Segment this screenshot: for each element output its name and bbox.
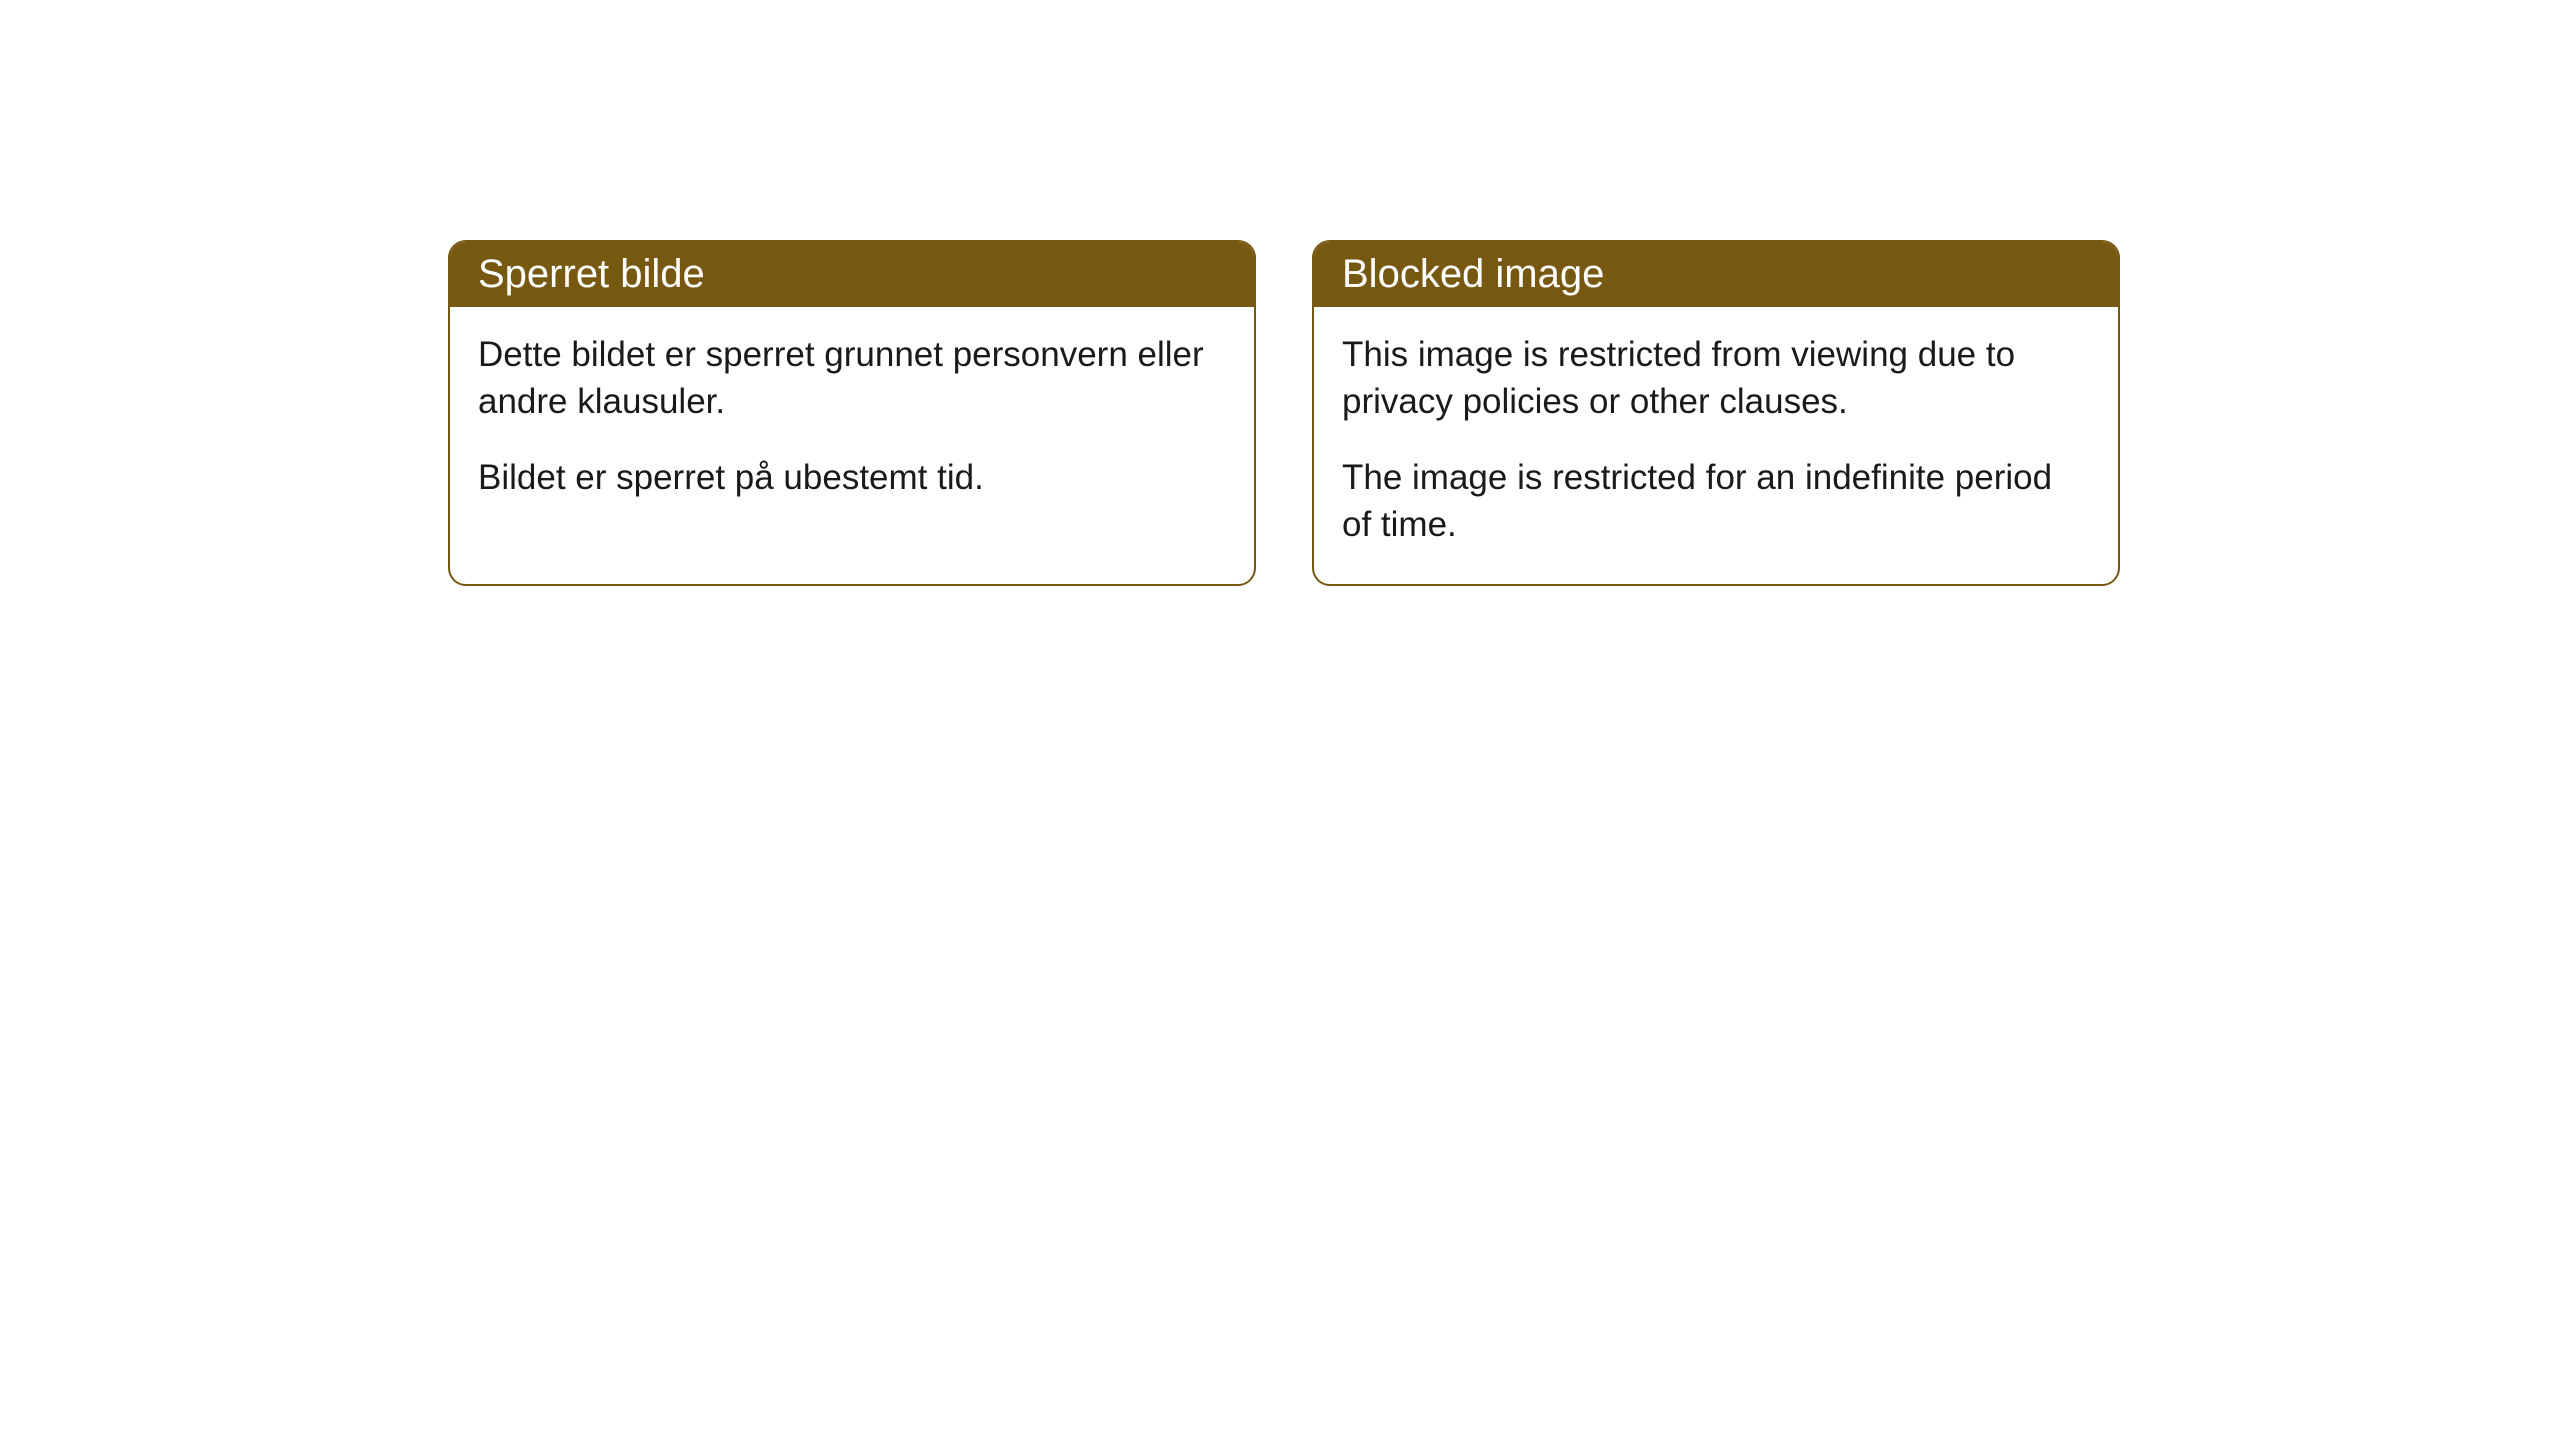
card-paragraph: The image is restricted for an indefinit…: [1342, 454, 2090, 549]
card-paragraph: This image is restricted from viewing du…: [1342, 331, 2090, 426]
card-body-english: This image is restricted from viewing du…: [1314, 307, 2118, 584]
card-paragraph: Bildet er sperret på ubestemt tid.: [478, 454, 1226, 501]
card-body-norwegian: Dette bildet er sperret grunnet personve…: [450, 307, 1254, 537]
card-header-english: Blocked image: [1314, 242, 2118, 307]
cards-container: Sperret bilde Dette bildet er sperret gr…: [448, 240, 2560, 586]
card-header-norwegian: Sperret bilde: [450, 242, 1254, 307]
card-norwegian: Sperret bilde Dette bildet er sperret gr…: [448, 240, 1256, 586]
card-paragraph: Dette bildet er sperret grunnet personve…: [478, 331, 1226, 426]
card-english: Blocked image This image is restricted f…: [1312, 240, 2120, 586]
